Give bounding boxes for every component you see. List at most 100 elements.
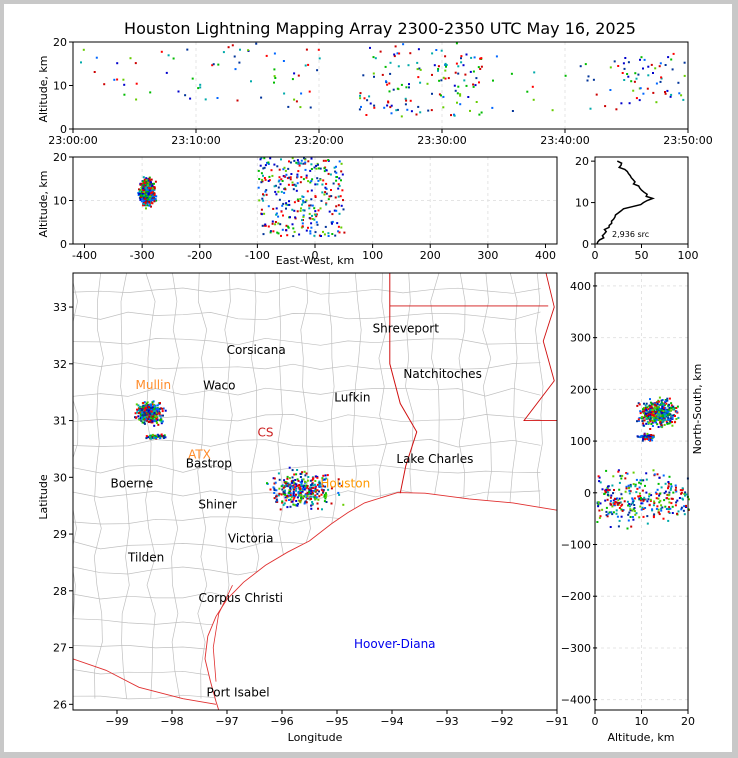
ns-source-point [670,485,673,488]
map-source-point [275,498,278,501]
ns-source-point [669,507,672,510]
map-source-point [142,402,145,404]
ew-source-point [310,222,313,225]
map-y-tick: 27 [53,642,67,655]
time-source-point [274,77,277,79]
ns-source-point [641,502,644,505]
time-source-point [405,99,408,102]
ew-source-point [261,197,264,200]
ns-source-point [660,509,663,512]
ns-source-point [673,408,676,411]
ns-source-point [675,418,678,420]
ew-source-point [146,196,149,199]
ns-source-point [649,398,651,401]
map-y-tick: 28 [53,585,67,598]
ns-source-point [659,403,662,406]
map-source-point [155,413,158,416]
map-source-point [151,412,154,415]
ns-source-point [644,498,647,501]
ns-source-point [655,401,658,404]
map-source-point [138,418,141,421]
ns-source-point [645,402,648,405]
ew-source-point [259,164,262,167]
figure-frame: Houston Lightning Mapping Array 2300-235… [4,4,732,752]
ns-source-point [668,491,671,494]
ns-y-tick: 200 [570,383,591,396]
map-source-point [150,416,153,419]
time-source-point [587,75,590,78]
map-source-point [296,496,299,499]
ew-source-point [295,161,298,164]
map-source-point [141,414,144,417]
ns-source-point [675,501,678,504]
ew-source-point [305,229,308,232]
time-source-point [373,106,376,109]
ew-source-point [142,193,145,195]
time-source-point [472,83,475,86]
ns-source-point [670,483,673,486]
map-source-point [152,400,155,403]
map-source-point [276,500,279,503]
ew-source-point [143,202,146,204]
map-source-point [293,496,296,499]
ew-source-point [310,198,313,201]
city-label-hoover-diana: Hoover-Diana [354,637,436,651]
ew-source-point [324,159,327,162]
time-source-point [474,84,477,87]
time-source-point [442,76,445,79]
ns-source-point [643,416,646,419]
time-source-point [95,56,98,59]
map-source-point [154,415,157,418]
time-source-point [199,86,202,89]
ns-source-point [670,497,673,500]
ew-source-point [288,203,291,206]
ns-source-point [642,499,645,502]
map-source-point [289,505,292,508]
ew-source-point [322,179,325,182]
ew-source-point [284,188,287,191]
ew-source-point [293,183,296,186]
ns-source-point [641,415,643,418]
ns-source-point [668,422,671,425]
time-source-point [456,92,459,95]
map-source-point [160,422,163,425]
ew-source-point [322,159,325,162]
ns-source-point [651,425,654,427]
time-source-point [457,72,460,75]
time-source-point [255,42,258,45]
ew-y-tick: 20 [53,151,67,164]
ew-source-point [308,204,311,207]
time-source-point [433,64,436,67]
time-source-point [472,70,475,73]
time-source-point [417,105,420,108]
map-source-point [147,418,149,421]
ew-source-point [145,207,147,210]
ew-source-point [142,188,144,191]
ew-source-point [147,177,150,180]
ew-source-point [330,195,333,198]
time-source-point [388,90,391,93]
map-source-point [161,420,164,423]
ns-source-point [630,503,633,506]
ew-source-point [149,195,151,198]
ns-source-point [655,507,658,510]
ns-source-point [648,493,651,496]
ew-source-point [325,182,328,185]
ns-source-point [664,505,667,508]
ns-source-point [667,408,670,411]
time-source-point [462,64,465,67]
map-source-point [277,494,280,497]
map-source-point [303,502,306,505]
time-source-point [617,65,620,67]
time-source-point [637,73,640,76]
time-source-point [366,99,369,102]
map-source-point [317,498,320,501]
ew-source-point [285,229,288,232]
map-source-point [282,503,285,506]
ns-source-point [598,516,601,519]
map-source-point [288,477,291,480]
time-source-point [682,98,685,101]
ew-source-point [303,157,305,160]
time-source-point [464,73,467,76]
ew-source-point [295,184,298,187]
